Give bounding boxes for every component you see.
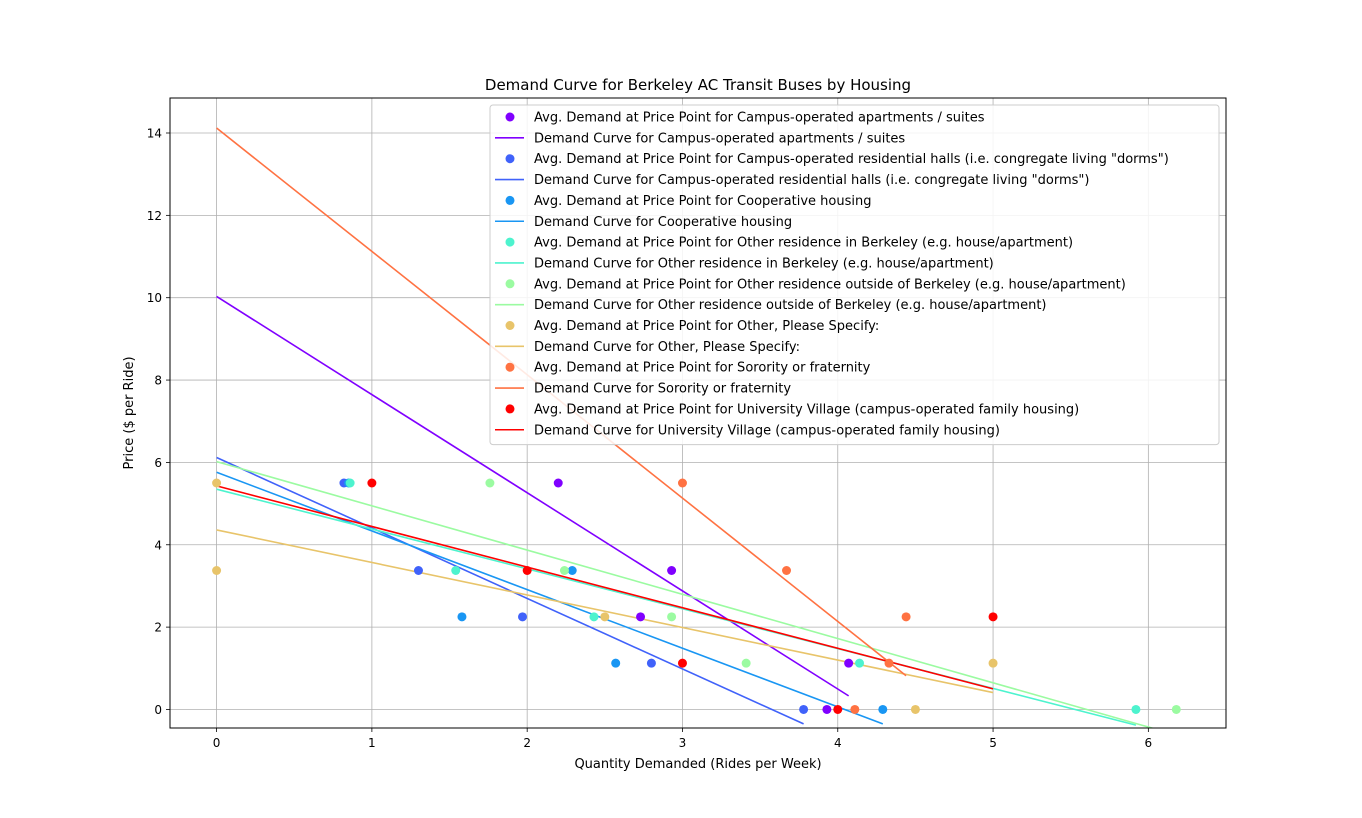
- x-tick-label: 1: [368, 736, 376, 750]
- data-point-series-8: [833, 704, 843, 714]
- x-tick-label: 3: [679, 736, 687, 750]
- data-point-series-8: [988, 612, 998, 622]
- data-point-series-6: [910, 704, 920, 714]
- legend-entry-label: Demand Curve for Other residence in Berk…: [534, 256, 994, 271]
- data-point-series-7: [901, 612, 911, 622]
- data-point-series-1: [844, 658, 854, 668]
- data-point-series-6: [212, 478, 222, 488]
- data-point-series-8: [367, 478, 377, 488]
- data-point-series-5: [1171, 704, 1181, 714]
- data-point-series-4: [589, 612, 599, 622]
- x-tick-label: 0: [213, 736, 221, 750]
- data-point-series-8: [677, 658, 687, 668]
- data-point-series-7: [782, 566, 792, 575]
- y-tick-label: 6: [154, 456, 162, 470]
- legend-marker-point: [505, 237, 515, 247]
- legend-entry-label: Demand Curve for Cooperative housing: [534, 215, 792, 230]
- legend-marker-point: [505, 404, 515, 414]
- y-tick-label: 2: [154, 621, 162, 635]
- y-tick-label: 14: [147, 127, 162, 141]
- legend-entry-label: Demand Curve for Other, Please Specify:: [534, 340, 800, 355]
- data-point-series-7: [850, 704, 860, 714]
- y-axis-label: Price ($ per Ride): [122, 356, 137, 469]
- legend-entry-label: Avg. Demand at Price Point for Universit…: [534, 402, 1079, 417]
- legend-entry-label: Avg. Demand at Price Point for Other res…: [534, 277, 1126, 292]
- data-point-series-7: [677, 478, 687, 488]
- legend-entry-label: Demand Curve for University Village (cam…: [534, 423, 1000, 438]
- legend-entry-label: Avg. Demand at Price Point for Other, Pl…: [534, 319, 879, 334]
- legend-entry-label: Demand Curve for Campus-operated apartme…: [534, 131, 905, 146]
- y-tick-label: 4: [154, 538, 162, 552]
- y-tick-label: 12: [147, 209, 162, 223]
- data-points: [212, 478, 1181, 714]
- data-point-series-5: [741, 658, 751, 668]
- data-point-series-4: [1131, 704, 1141, 714]
- legend-entry-label: Demand Curve for Campus-operated residen…: [534, 173, 1089, 188]
- demand-curve-line-5: [216, 460, 1155, 728]
- data-point-series-3: [567, 566, 577, 575]
- legend-marker-point: [505, 154, 515, 164]
- chart-title: Demand Curve for Berkeley AC Transit Bus…: [485, 76, 911, 94]
- data-point-series-5: [667, 612, 677, 622]
- demand-curve-line-6: [216, 529, 994, 694]
- data-point-series-1: [553, 478, 563, 488]
- y-tick-label: 8: [154, 374, 162, 388]
- x-axis-label: Quantity Demanded (Rides per Week): [574, 757, 821, 772]
- y-tick-label: 0: [154, 703, 162, 717]
- demand-curve-line-8: [216, 485, 994, 690]
- demand-curve-line-1: [216, 295, 850, 697]
- legend-marker-point: [505, 195, 515, 205]
- data-point-series-1: [667, 566, 677, 575]
- data-point-series-4: [855, 658, 865, 668]
- legend-marker-point: [505, 279, 515, 289]
- data-point-series-2: [518, 612, 528, 622]
- data-point-series-8: [522, 566, 532, 575]
- legend-entry-label: Avg. Demand at Price Point for Campus-op…: [534, 152, 1169, 167]
- x-tick-label: 2: [523, 736, 531, 750]
- legend-entry-label: Avg. Demand at Price Point for Campus-op…: [534, 111, 985, 126]
- x-tick-label: 5: [989, 736, 997, 750]
- legend-marker-point: [505, 112, 515, 122]
- data-point-series-7: [884, 658, 894, 668]
- legend-marker-point: [505, 362, 515, 372]
- y-tick-label: 10: [147, 291, 162, 305]
- data-point-series-3: [457, 612, 467, 622]
- data-point-series-6: [988, 658, 998, 668]
- data-point-series-3: [611, 658, 621, 668]
- x-tick-label: 6: [1145, 736, 1153, 750]
- legend-entry-label: Avg. Demand at Price Point for Sorority …: [534, 361, 871, 376]
- legend-box: [489, 104, 1220, 446]
- data-point-series-4: [345, 478, 355, 488]
- x-tick-label: 4: [834, 736, 842, 750]
- plot-frame: [169, 97, 1227, 729]
- legend-marker-point: [505, 321, 515, 330]
- data-point-series-2: [413, 566, 423, 575]
- data-point-series-1: [822, 704, 832, 714]
- data-point-series-3: [878, 704, 888, 714]
- data-point-series-5: [559, 566, 569, 575]
- data-point-series-4: [451, 566, 461, 575]
- data-point-series-5: [485, 478, 495, 488]
- legend-entry-label: Avg. Demand at Price Point for Cooperati…: [534, 194, 871, 209]
- legend: Avg. Demand at Price Point for Campus-op…: [489, 104, 1220, 446]
- data-point-series-6: [212, 566, 222, 575]
- data-point-series-1: [636, 612, 646, 622]
- data-point-series-2: [799, 704, 809, 714]
- legend-entry-label: Demand Curve for Sorority or fraternity: [534, 382, 791, 397]
- legend-entry-label: Demand Curve for Other residence outside…: [534, 298, 1046, 313]
- data-point-series-2: [646, 658, 656, 668]
- data-point-series-6: [600, 612, 610, 622]
- legend-entry-label: Avg. Demand at Price Point for Other res…: [534, 236, 1073, 251]
